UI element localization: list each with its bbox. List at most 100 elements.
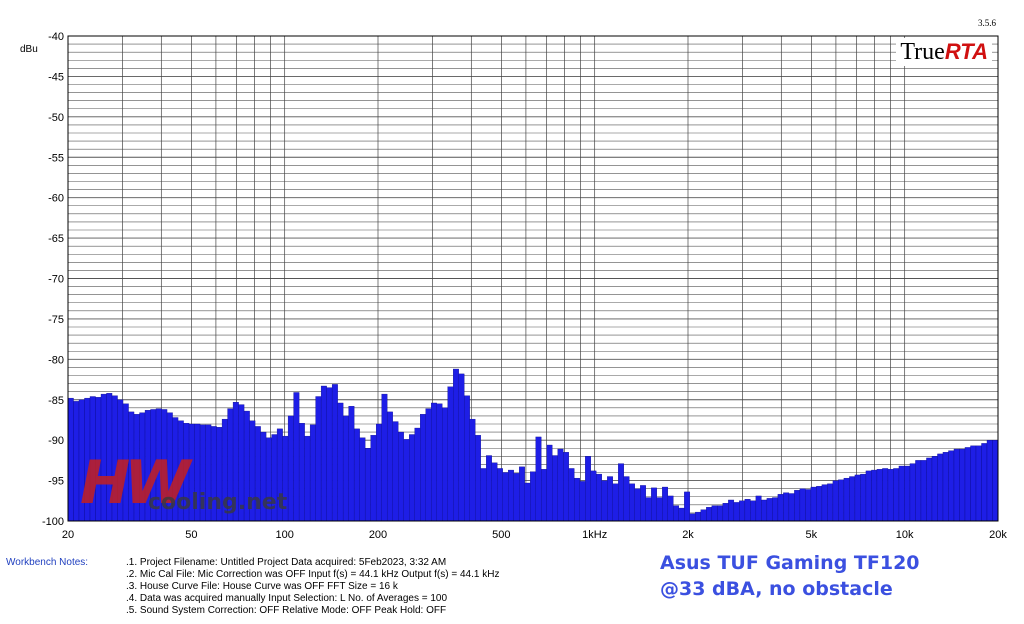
spectrum-bar bbox=[309, 424, 316, 522]
spectrum-bars bbox=[67, 368, 999, 522]
spectrum-bar bbox=[799, 488, 806, 522]
x-tick-label: 100 bbox=[276, 529, 294, 541]
notes-line-5: .5. Sound System Correction: OFF Relativ… bbox=[126, 605, 447, 616]
spectrum-bar bbox=[73, 401, 80, 522]
spectrum-bar bbox=[425, 408, 432, 522]
spectrum-bar bbox=[931, 456, 938, 522]
spectrum-bar bbox=[513, 473, 520, 522]
spectrum-bar bbox=[645, 497, 652, 522]
spectrum-bar bbox=[876, 469, 883, 522]
x-tick-label: 50 bbox=[185, 529, 197, 541]
spectrum-bar bbox=[381, 393, 388, 522]
spectrum-bar bbox=[364, 448, 371, 522]
x-tick-label: 2k bbox=[682, 529, 694, 541]
spectrum-bar bbox=[964, 447, 971, 522]
spectrum-bar bbox=[398, 431, 404, 522]
y-tick-label: -75 bbox=[48, 314, 64, 326]
x-tick-label: 1kHz bbox=[582, 529, 607, 541]
spectrum-bar bbox=[420, 414, 426, 522]
spectrum-bar bbox=[953, 448, 960, 522]
spectrum-bar bbox=[783, 492, 790, 522]
spectrum-bar bbox=[761, 499, 768, 522]
y-tick-label: -55 bbox=[48, 152, 64, 164]
y-axis-labels: -40 -45 -50 -55 -60 -65 -70 -75 -80 -85 -90 -95 -100… bbox=[20, 31, 64, 528]
spectrum-bar bbox=[656, 497, 663, 522]
spectrum-bar bbox=[530, 471, 536, 522]
hwcooling-watermark: HW cooling.net bbox=[80, 452, 287, 522]
spectrum-bar bbox=[304, 435, 311, 522]
y-tick-label: -70 bbox=[48, 274, 64, 286]
spectrum-bar bbox=[315, 396, 322, 522]
spectrum-bar bbox=[937, 453, 944, 522]
spectrum-bar bbox=[491, 462, 498, 522]
spectrum-bar bbox=[623, 476, 630, 522]
spectrum-bar bbox=[794, 490, 801, 522]
spectrum-bar bbox=[403, 439, 410, 522]
spectrum-bar bbox=[519, 466, 525, 522]
spectrum-bar bbox=[486, 455, 492, 522]
spectrum-bar bbox=[684, 491, 691, 522]
spectrum-bar bbox=[634, 488, 641, 522]
spectrum-bar bbox=[739, 500, 746, 522]
spectrum-bar bbox=[909, 463, 916, 522]
spectrum-bar bbox=[502, 472, 509, 522]
truerta-logo: TrueRTA bbox=[896, 38, 992, 66]
spectrum-bar bbox=[596, 473, 602, 522]
spectrum-bar bbox=[838, 479, 845, 522]
spectrum-bar bbox=[287, 415, 294, 522]
x-axis-labels: 20 50 100 200 500 1kHz 2k 5k 10k 20k bbox=[62, 529, 1007, 541]
spectrum-bar bbox=[959, 448, 966, 522]
spectrum-bar bbox=[557, 448, 564, 522]
spectrum-bar bbox=[579, 481, 586, 522]
spectrum-bar bbox=[535, 436, 542, 522]
spectrum-bar bbox=[414, 427, 421, 522]
notes-line-3: .3. House Curve File: House Curve was OF… bbox=[126, 581, 398, 592]
spectrum-bar bbox=[904, 465, 911, 522]
spectrum-bar bbox=[860, 473, 867, 522]
spectrum-bar bbox=[497, 468, 503, 522]
spectrum-bar bbox=[574, 477, 580, 522]
spectrum-bar bbox=[854, 474, 861, 522]
app-version: 3.5.6 bbox=[978, 18, 996, 28]
workbench-notes-label: Workbench Notes: bbox=[6, 557, 89, 568]
spectrum-bar bbox=[750, 500, 757, 522]
spectrum-bar bbox=[816, 486, 823, 522]
y-tick-label: -80 bbox=[48, 354, 64, 366]
x-tick-label: 5k bbox=[806, 529, 818, 541]
spectrum-bar bbox=[601, 480, 608, 522]
spectrum-bar bbox=[766, 498, 773, 522]
spectrum-bar bbox=[293, 392, 300, 522]
spectrum-bar bbox=[436, 403, 443, 522]
x-tick-label: 200 bbox=[369, 529, 387, 541]
y-tick-label: -45 bbox=[48, 71, 64, 83]
spectrum-bar bbox=[673, 505, 680, 522]
spectrum-bar bbox=[992, 439, 999, 522]
y-tick-label: -90 bbox=[48, 435, 64, 447]
spectrum-bar bbox=[975, 445, 982, 522]
spectrum-bar bbox=[695, 511, 702, 522]
notes-line-1: .1. Project Filename: Untitled Project D… bbox=[126, 557, 447, 568]
y-tick-label: -50 bbox=[48, 112, 64, 124]
spectrum-bar bbox=[464, 395, 470, 522]
spectrum-bar bbox=[849, 476, 856, 522]
spectrum-bar bbox=[590, 470, 597, 522]
spectrum-bar bbox=[453, 368, 459, 522]
spectrum-bar bbox=[970, 445, 977, 522]
spectrum-bar bbox=[612, 483, 619, 522]
spectrum-bar bbox=[640, 485, 646, 522]
spectrum-bar bbox=[722, 503, 729, 522]
spectrum-bar bbox=[585, 456, 591, 522]
x-tick-label: 20k bbox=[989, 529, 1007, 541]
spectrum-bar bbox=[447, 386, 454, 522]
spectrum-bar bbox=[821, 484, 828, 522]
spectrum-bar bbox=[375, 423, 382, 522]
spectrum-bar bbox=[337, 402, 344, 522]
spectrum-bar bbox=[607, 476, 613, 522]
spectrum-bar bbox=[871, 469, 878, 522]
spectrum-bar bbox=[475, 435, 481, 522]
spectrum-bar bbox=[805, 489, 812, 522]
watermark-net: cooling.net bbox=[148, 490, 288, 515]
spectrum-bar bbox=[981, 443, 988, 522]
caption-subtitle: @33 dBA, no obstacle bbox=[660, 578, 893, 600]
